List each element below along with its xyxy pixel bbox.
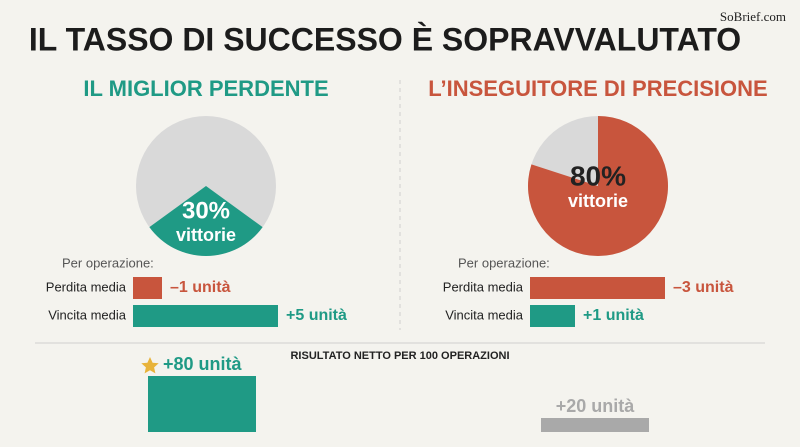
bar-value-label: –3 unità [673, 279, 734, 296]
pie-wedge [149, 186, 263, 256]
watermark: SoBrief.com [720, 9, 786, 24]
bar-name: Perdita media [46, 279, 127, 294]
net-bar [541, 418, 649, 432]
bar-value-label: +1 unità [583, 307, 644, 324]
pie-caption: vittorie [568, 191, 628, 211]
panel-heading: IL MIGLIOR PERDENTE [83, 76, 328, 101]
pie-caption: vittorie [176, 225, 236, 245]
pie-wedge [528, 116, 669, 257]
net-heading: RISULTATO NETTO PER 100 OPERAZIONI [290, 350, 509, 362]
per-op-label: Per operazione: [458, 255, 550, 270]
bar-value-label: –1 unità [170, 279, 231, 296]
bar [530, 305, 575, 327]
pie-label: 30% [182, 197, 230, 224]
net-label: +20 unità [556, 396, 636, 416]
title: IL TASSO DI SUCCESSO È SOPRAVVALUTATO [29, 21, 741, 57]
pie-label: 80% [570, 160, 626, 191]
net-label: +80 unità [163, 354, 243, 374]
per-op-label: Per operazione: [62, 255, 154, 270]
bar [530, 277, 665, 299]
panel-heading: L’INSEGUITORE DI PRECISIONE [428, 76, 767, 101]
bar [133, 305, 278, 327]
net-bar [148, 376, 256, 432]
star-icon [141, 357, 159, 374]
bar [133, 277, 162, 299]
bar-value-label: +5 unità [286, 307, 347, 324]
bar-name: Perdita media [443, 279, 524, 294]
bar-name: Vincita media [48, 307, 127, 322]
bar-name: Vincita media [445, 307, 524, 322]
